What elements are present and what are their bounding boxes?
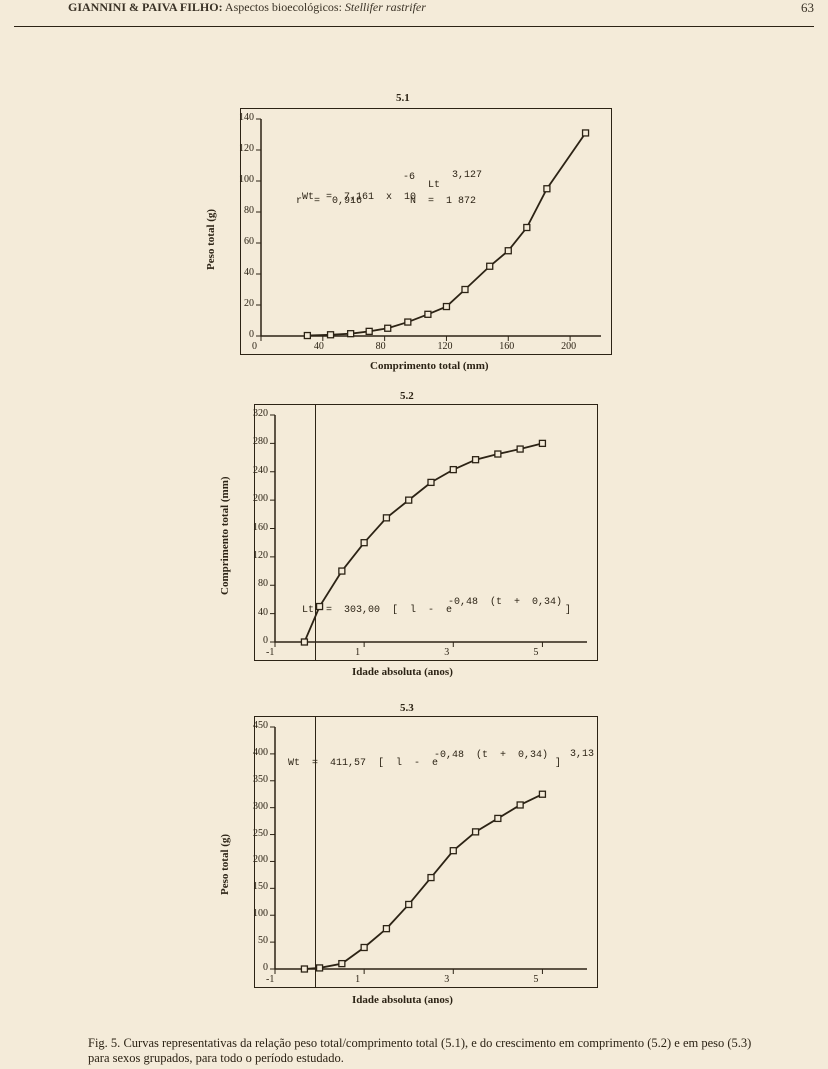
- tick-label: -1: [266, 974, 274, 985]
- tick-label: 60: [230, 236, 254, 247]
- tick-label: 200: [244, 854, 268, 865]
- chart-5-3-eq-outer: 3,13: [570, 749, 594, 761]
- tick-label: 300: [244, 801, 268, 812]
- tick-label: 350: [244, 774, 268, 785]
- tick-label: 140: [230, 112, 254, 123]
- tick-label: 250: [244, 828, 268, 839]
- tick-label: 100: [230, 174, 254, 185]
- tick-label: 120: [244, 550, 268, 561]
- chart-5-3-eq: Wt = 411,57 [ l - e: [288, 758, 438, 770]
- tick-label: 5: [533, 647, 538, 658]
- chart-5-3-xlabel: Idade absoluta (anos): [352, 994, 453, 1006]
- tick-label: 20: [230, 298, 254, 309]
- tick-label: 0: [244, 962, 268, 973]
- chart-5-3-ylabel: Peso total (g): [219, 834, 231, 895]
- chart-5-1-title: 5.1: [396, 92, 410, 104]
- tick-label: 160: [499, 341, 514, 352]
- chart-5-3-title: 5.3: [400, 702, 414, 714]
- tick-label: 1: [355, 647, 360, 658]
- tick-label: 80: [244, 578, 268, 589]
- tick-label: 50: [244, 935, 268, 946]
- tick-label: 200: [561, 341, 576, 352]
- tick-label: 40: [244, 607, 268, 618]
- chart-5-2-ylabel: Comprimento total (mm): [219, 476, 231, 595]
- chart-5-1-eq-n: N = 1 872: [410, 196, 476, 208]
- tick-label: 280: [244, 436, 268, 447]
- caption-label: Fig. 5.: [88, 1036, 120, 1050]
- page-number: 63: [801, 0, 814, 16]
- tick-label: 240: [244, 465, 268, 476]
- tick-label: 120: [230, 143, 254, 154]
- chart-5-2-plot: [255, 405, 597, 660]
- header-authors: GIANNINI & PAIVA FILHO:: [68, 0, 223, 14]
- chart-5-1-plot: [241, 109, 611, 354]
- chart-5-2-eq: Lt = 303,00 [ l - e: [302, 605, 452, 617]
- tick-label: 80: [230, 205, 254, 216]
- chart-5-2-eq-sup: -0,48 (t + 0,34): [448, 597, 562, 609]
- chart-5-1: [240, 108, 612, 355]
- tick-label: 320: [244, 408, 268, 419]
- chart-5-3-eq-tail: ]: [555, 758, 561, 770]
- chart-5-2-title: 5.2: [400, 390, 414, 402]
- tick-label: 160: [244, 522, 268, 533]
- figure-caption: Fig. 5. Curvas representativas da relaçã…: [88, 1036, 768, 1067]
- chart-5-2-xlabel: Idade absoluta (anos): [352, 666, 453, 678]
- tick-label: 0: [244, 635, 268, 646]
- tick-label: 400: [244, 747, 268, 758]
- tick-label: 5: [533, 974, 538, 985]
- chart-5-1-eq-r: r = 0,916: [296, 196, 362, 208]
- tick-label: 200: [244, 493, 268, 504]
- tick-label: 0: [230, 329, 254, 340]
- tick-label: 80: [376, 341, 386, 352]
- tick-label: 40: [314, 341, 324, 352]
- header-title: GIANNINI & PAIVA FILHO: Aspectos bioecol…: [68, 0, 426, 15]
- header-species: Stellifer rastrifer: [345, 0, 426, 14]
- chart-5-3-eq-sup: -0,48 (t + 0,34): [434, 750, 548, 762]
- tick-label: 0: [252, 341, 257, 352]
- chart-5-2: [254, 404, 598, 661]
- chart-5-2-eq-tail: ]: [565, 605, 571, 617]
- header-rule: [14, 26, 814, 27]
- chart-5-1-eq-sup: -6: [403, 172, 415, 184]
- tick-label: 450: [244, 720, 268, 731]
- tick-label: -1: [266, 647, 274, 658]
- tick-label: 1: [355, 974, 360, 985]
- tick-label: 150: [244, 881, 268, 892]
- chart-5-1-eq-tail: Lt: [428, 180, 440, 192]
- chart-5-1-ylabel: Peso total (g): [205, 209, 217, 270]
- tick-label: 3: [444, 647, 449, 658]
- tick-label: 3: [444, 974, 449, 985]
- caption-text: Curvas representativas da relação peso t…: [88, 1036, 751, 1066]
- tick-label: 100: [244, 908, 268, 919]
- header-subject: Aspectos bioecológicos:: [225, 0, 342, 14]
- tick-label: 120: [437, 341, 452, 352]
- chart-5-1-eq-tailsup: 3,127: [452, 170, 482, 182]
- tick-label: 40: [230, 267, 254, 278]
- chart-5-1-xlabel: Comprimento total (mm): [370, 360, 489, 372]
